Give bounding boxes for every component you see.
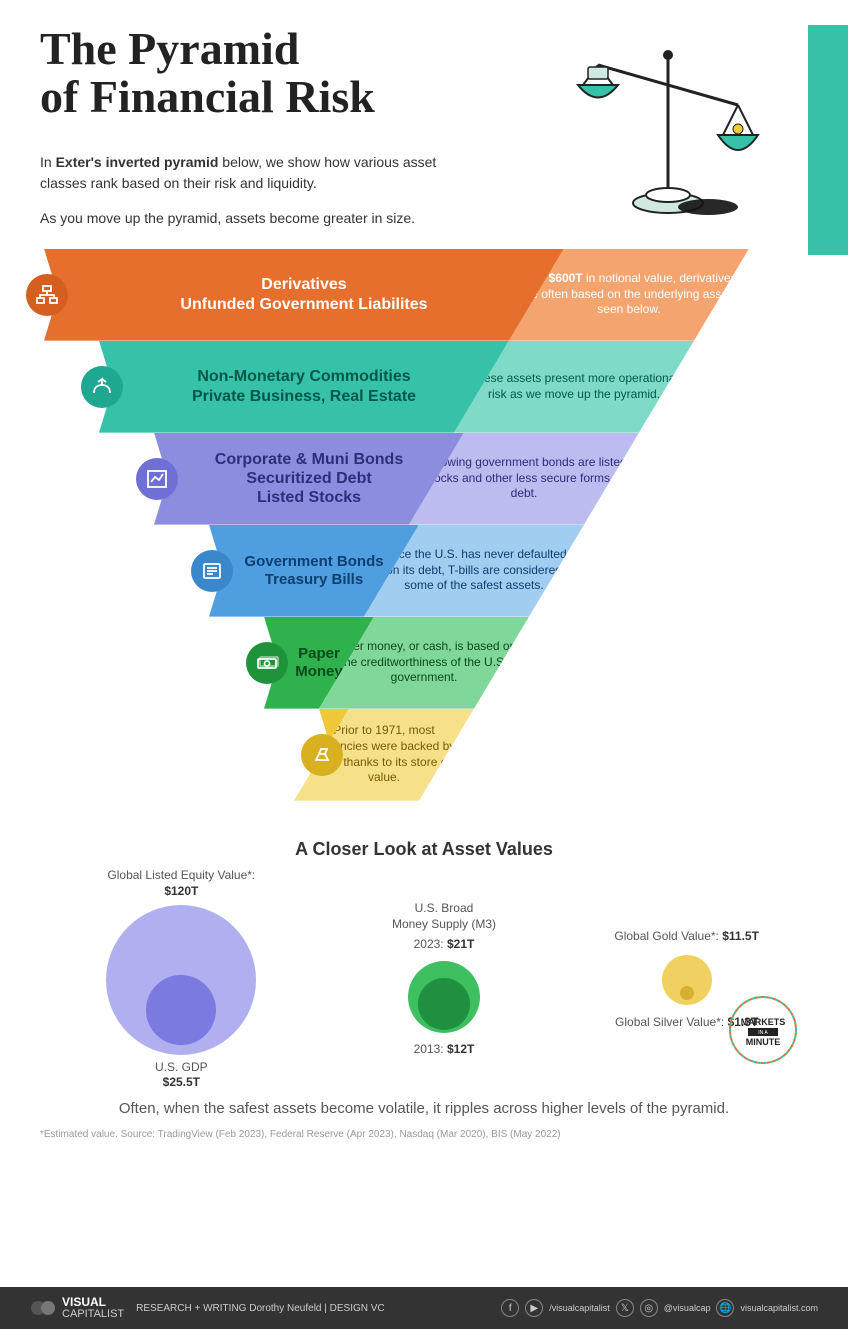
layer-title: Paper Money <box>295 645 343 681</box>
instagram-icon: ◎ <box>640 1299 658 1317</box>
asset-bubbles: Global Listed Equity Value*:$120T U.S. G… <box>40 880 808 1080</box>
vc-logo: VISUALCAPITALIST <box>30 1295 124 1321</box>
header-ribbon <box>808 25 848 255</box>
globe-icon: 🌐 <box>716 1299 734 1317</box>
youtube-icon: ▶ <box>525 1299 543 1317</box>
bubble-equity: Global Listed Equity Value*:$120T U.S. G… <box>61 868 301 1090</box>
layer-icon <box>81 366 123 408</box>
footer-bar: VISUALCAPITALIST RESEARCH + WRITING Doro… <box>0 1287 848 1329</box>
bubble-money-supply: U.S. Broad Money Supply (M3) 2023: $21T … <box>344 901 544 1057</box>
scale-illustration <box>568 25 788 245</box>
layer-note: Paper money, or cash, is based on the cr… <box>329 639 519 686</box>
layer-note: With $600T in notional value, derivative… <box>519 271 739 318</box>
asset-values-heading: A Closer Look at Asset Values <box>40 839 808 860</box>
pyramid-layer-2: Corporate & Muni Bonds Securitized Debt … <box>44 433 804 525</box>
svg-text:MINUTE: MINUTE <box>746 1037 781 1047</box>
facebook-icon: f <box>501 1299 519 1317</box>
source-note: *Estimated value. Source: TradingView (F… <box>40 1129 808 1140</box>
pyramid-layer-3: Government Bonds Treasury BillsSince the… <box>44 525 804 617</box>
pyramid-layer-0: Derivatives Unfunded Government Liabilit… <box>44 249 804 341</box>
layer-icon <box>246 642 288 684</box>
footer-socials: f ▶ /visualcapitalist 𝕏 ◎ @visualcap 🌐 v… <box>501 1299 818 1317</box>
layer-icon <box>191 550 233 592</box>
footer-credits: RESEARCH + WRITING Dorothy Neufeld | DES… <box>136 1303 385 1314</box>
intro-paragraph-2: As you move up the pyramid, assets becom… <box>40 208 480 229</box>
svg-text:MARKETS: MARKETS <box>741 1017 786 1027</box>
closing-note: Often, when the safest assets become vol… <box>40 1100 808 1117</box>
pyramid-layer-1: Non-Monetary Commodities Private Busines… <box>44 341 804 433</box>
markets-in-a-minute-badge: MARKETS IN A MINUTE <box>728 995 798 1065</box>
layer-title: Derivatives Unfunded Government Liabilit… <box>180 275 427 313</box>
layer-note: Following government bonds are listed st… <box>419 455 629 502</box>
layer-icon <box>136 458 178 500</box>
pyramid-layer-4: Paper MoneyPaper money, or cash, is base… <box>44 617 804 709</box>
layer-note: These assets present more operational ri… <box>464 371 684 402</box>
pyramid-layer-5: GoldPrior to 1971, most currencies were … <box>44 709 804 801</box>
twitter-icon: 𝕏 <box>616 1299 634 1317</box>
layer-note: Since the U.S. has never defaulted on it… <box>374 547 574 594</box>
layer-title: Non-Monetary Commodities Private Busines… <box>192 367 416 405</box>
layer-icon <box>26 274 68 316</box>
intro-paragraph-1: In Exter's inverted pyramid below, we sh… <box>40 152 480 194</box>
layer-title: Government Bonds Treasury Bills <box>244 553 383 589</box>
svg-text:IN A: IN A <box>758 1030 768 1036</box>
layer-icon <box>301 734 343 776</box>
layer-title: Corporate & Muni Bonds Securitized Debt … <box>215 450 403 508</box>
inverted-pyramid: Derivatives Unfunded Government Liabilit… <box>44 249 804 809</box>
